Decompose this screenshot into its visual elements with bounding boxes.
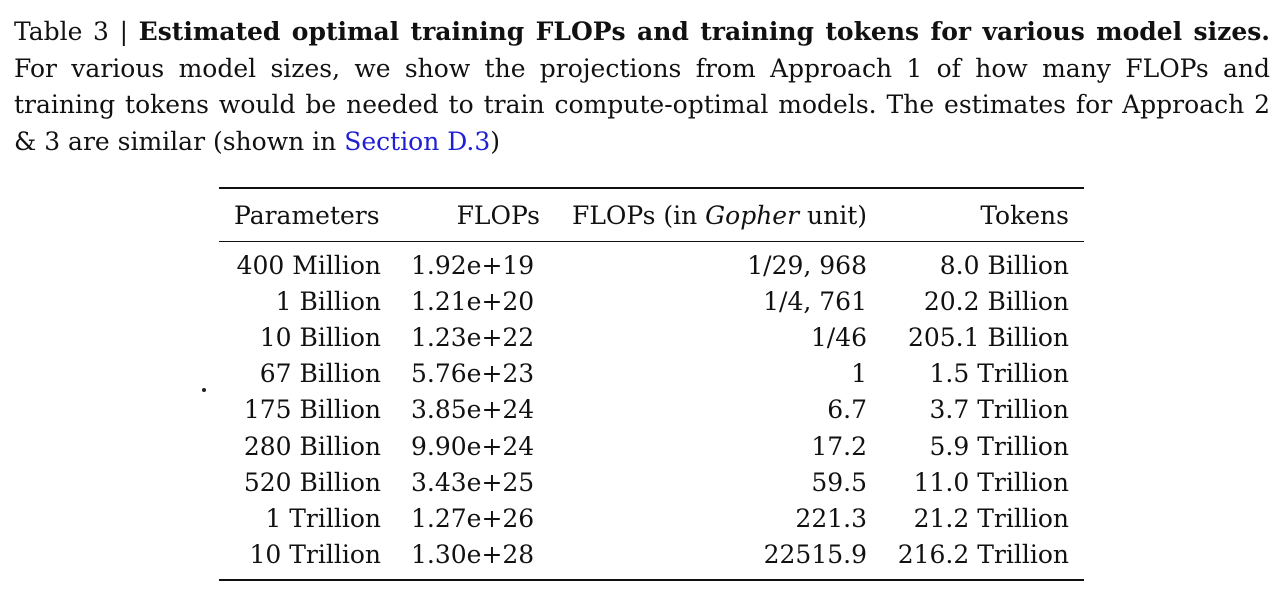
- cell-flops-gopher: 1/29, 968: [747, 251, 867, 281]
- table-container: Parameters FLOPs FLOPs (in Gopher unit) …: [219, 187, 1084, 581]
- cell-flops: 1.92e+19: [411, 251, 535, 281]
- table-row: 520 Billion 3.43e+25 59.5 11.0 Trillion: [219, 465, 1084, 501]
- cell-tokens: 21.2 Trillion: [913, 503, 1069, 533]
- header-flops: FLOPs: [456, 200, 540, 230]
- cell-tokens: 11.0 Trillion: [913, 467, 1069, 497]
- data-table: Parameters FLOPs FLOPs (in Gopher unit) …: [219, 187, 1084, 581]
- header-tokens: Tokens: [980, 200, 1069, 230]
- table-row: 10 Trillion 1.30e+28 22515.9 216.2 Trill…: [219, 537, 1084, 580]
- cell-flops-gopher: 17.2: [811, 431, 867, 461]
- table-body: 400 Million 1.92e+19 1/29, 968 8.0 Billi…: [219, 241, 1084, 580]
- cell-flops-gopher: 1/4, 761: [763, 287, 867, 317]
- header-flops-gopher: FLOPs (in Gopher unit): [555, 188, 882, 242]
- cell-flops-gopher: 6.7: [827, 395, 867, 425]
- section-link[interactable]: Section D.3: [344, 126, 491, 156]
- cell-parameters: 67 Billion: [259, 359, 381, 389]
- cell-flops: 1.30e+28: [411, 539, 535, 569]
- cell-tokens: 3.7 Trillion: [929, 395, 1069, 425]
- cell-parameters: 1 Trillion: [265, 503, 381, 533]
- cell-tokens: 20.2 Billion: [923, 287, 1069, 317]
- cell-parameters: 175 Billion: [243, 395, 381, 425]
- table-header-row: Parameters FLOPs FLOPs (in Gopher unit) …: [219, 188, 1084, 242]
- cell-flops: 3.43e+25: [411, 467, 535, 497]
- header-flops-gopher-suffix: unit): [807, 200, 867, 230]
- cell-flops-gopher: 59.5: [811, 467, 867, 497]
- caption-label: Table 3 |: [14, 17, 129, 46]
- cell-tokens: 216.2 Trillion: [897, 539, 1069, 569]
- cell-flops-gopher: 22515.9: [763, 539, 867, 569]
- table-row: 67 Billion 5.76e+23 1 1.5 Trillion: [219, 356, 1084, 392]
- caption-body: For various model sizes, we show the pro…: [14, 53, 1270, 156]
- table-row: 175 Billion 3.85e+24 6.7 3.7 Trillion: [219, 392, 1084, 428]
- table-row: 10 Billion 1.23e+22 1/46 205.1 Billion: [219, 320, 1084, 356]
- caption-body-end: ): [490, 126, 501, 156]
- cell-flops: 1.27e+26: [411, 503, 535, 533]
- cell-flops-gopher: 1: [851, 359, 867, 389]
- cell-flops: 1.21e+20: [411, 287, 535, 317]
- cell-parameters: 10 Billion: [259, 323, 381, 353]
- cell-tokens: 5.9 Trillion: [929, 431, 1069, 461]
- header-flops-gopher-prefix: FLOPs (in: [571, 200, 698, 230]
- cell-flops: 5.76e+23: [411, 359, 535, 389]
- cell-tokens: 1.5 Trillion: [929, 359, 1069, 389]
- caption-title: Estimated optimal training FLOPs and tra…: [138, 17, 1271, 46]
- cell-flops: 9.90e+24: [411, 431, 535, 461]
- cell-parameters: 520 Billion: [243, 467, 381, 497]
- cell-parameters: 400 Million: [236, 251, 381, 281]
- table-row: 1 Billion 1.21e+20 1/4, 761 20.2 Billion: [219, 284, 1084, 320]
- cell-flops-gopher: 1/46: [810, 323, 867, 353]
- cell-tokens: 8.0 Billion: [939, 251, 1069, 281]
- cell-parameters: 10 Trillion: [249, 539, 381, 569]
- table-row: 400 Million 1.92e+19 1/29, 968 8.0 Billi…: [219, 241, 1084, 285]
- cell-flops: 3.85e+24: [411, 395, 535, 425]
- table-caption: Table 3 | Estimated optimal training FLO…: [14, 14, 1270, 160]
- header-flops-gopher-italic: Gopher: [705, 200, 800, 230]
- table-row: 280 Billion 9.90e+24 17.2 5.9 Trillion: [219, 428, 1084, 464]
- table-row: 1 Trillion 1.27e+26 221.3 21.2 Trillion: [219, 501, 1084, 537]
- cell-flops-gopher: 221.3: [795, 503, 867, 533]
- stray-dot: [202, 388, 206, 392]
- cell-tokens: 205.1 Billion: [907, 323, 1069, 353]
- cell-parameters: 1 Billion: [275, 287, 381, 317]
- header-parameters: Parameters: [234, 200, 380, 230]
- cell-parameters: 280 Billion: [243, 431, 381, 461]
- cell-flops: 1.23e+22: [411, 323, 535, 353]
